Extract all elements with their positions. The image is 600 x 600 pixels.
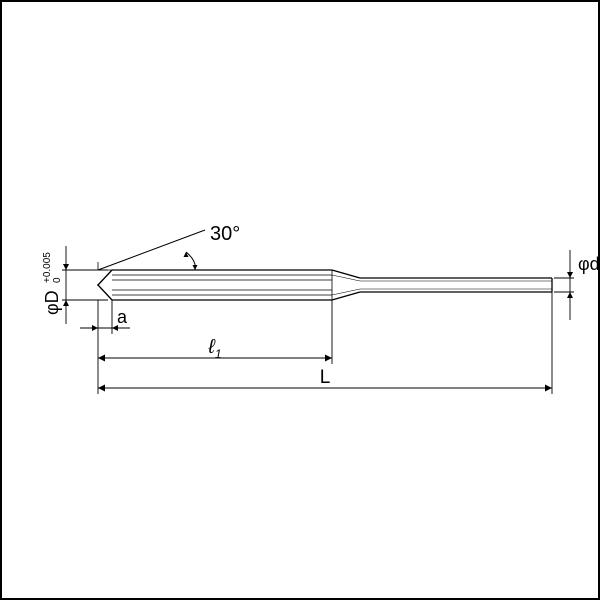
- angle-label: 30°: [210, 223, 240, 245]
- svg-text:φdh6: φdh6: [578, 253, 600, 274]
- dim-l1-label: ℓ1: [207, 336, 221, 361]
- technical-drawing: 30° a ℓ1 LφD+0.0050 φdh6: [0, 0, 600, 600]
- dim-a-label: a: [117, 307, 128, 327]
- dim-d-label: φdh6: [578, 253, 600, 274]
- svg-text:0: 0: [52, 277, 63, 283]
- dim-D-label: φD+0.0050: [42, 252, 63, 315]
- dim-L-label: L: [320, 367, 331, 388]
- svg-text:φD: φD: [42, 290, 62, 315]
